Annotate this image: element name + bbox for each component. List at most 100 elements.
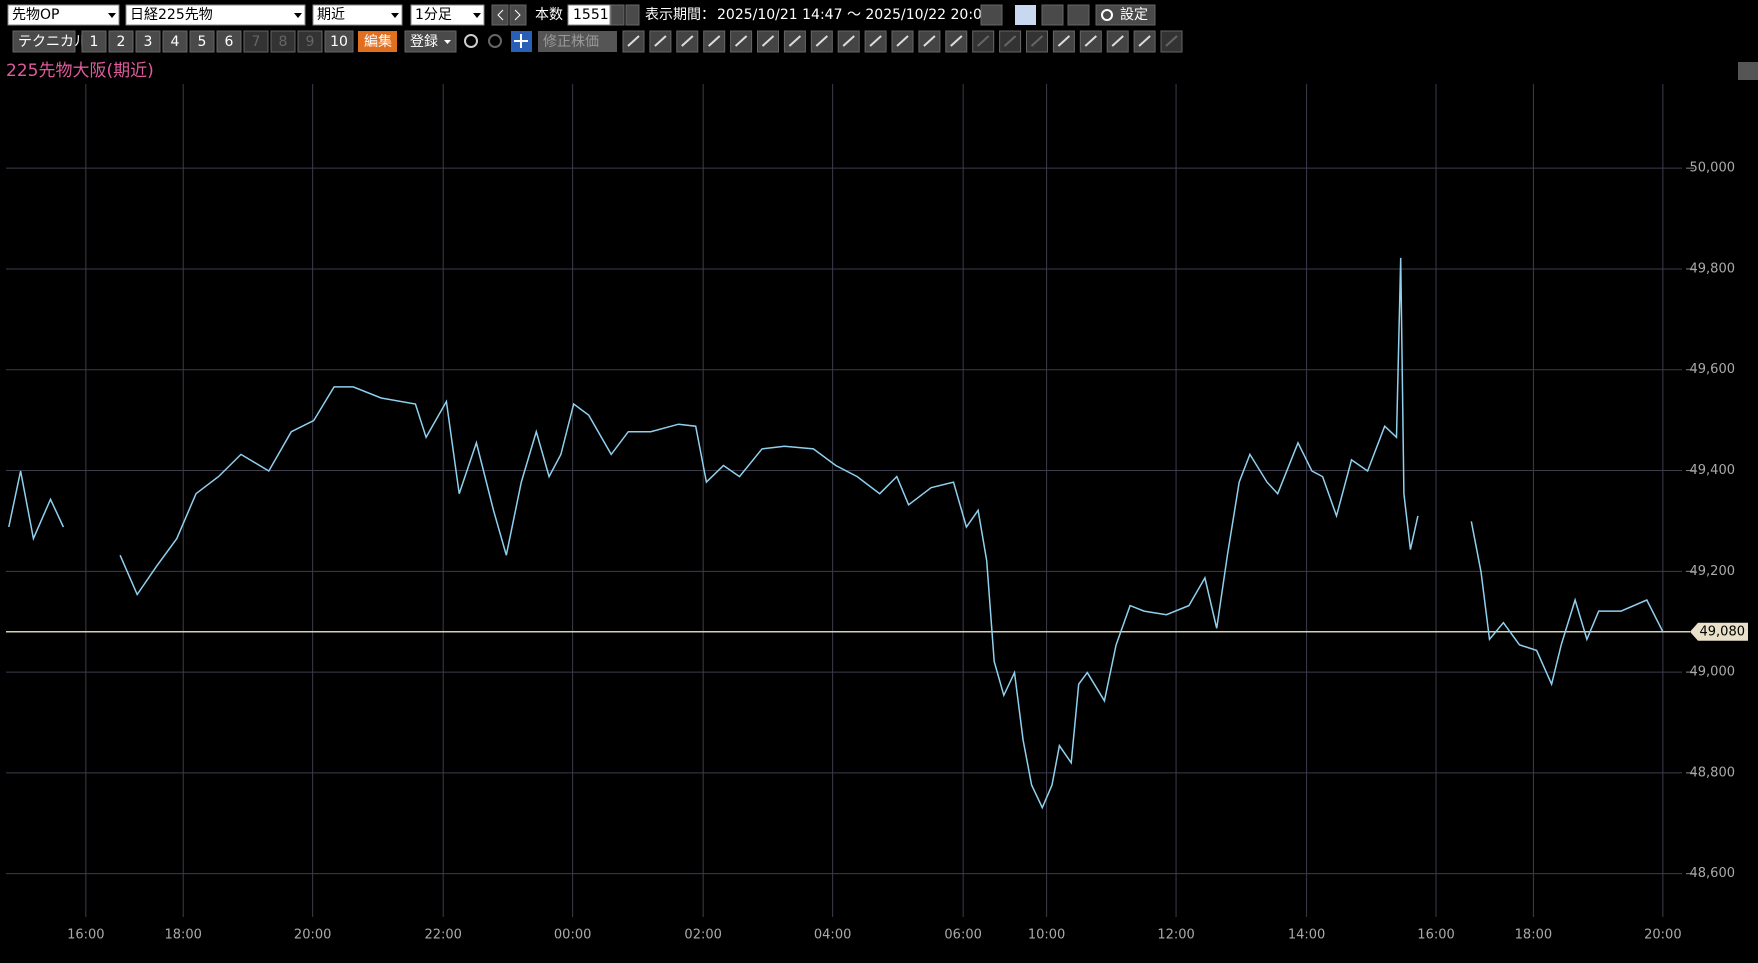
tool-icon [681, 35, 694, 47]
tool-icon [708, 35, 721, 47]
preset-button[interactable] [243, 30, 269, 53]
preset-text: 7 [252, 34, 261, 50]
export-button[interactable] [1067, 4, 1090, 26]
product-text: 日経225先物 [130, 7, 213, 23]
y-tick-label: 49,200 [1690, 564, 1736, 579]
preset-button[interactable] [297, 30, 323, 53]
period-text: 2025/10/21 14:47 ～ 2025/10/22 20:01 [717, 7, 991, 23]
tool-icon [896, 35, 909, 47]
prev-icon [497, 9, 504, 21]
bars-up[interactable] [625, 4, 640, 26]
contract-text: 期近 [317, 7, 345, 23]
tool-icon [1030, 35, 1044, 47]
market-text: 先物OP [12, 7, 59, 23]
x-tick-label: 10:00 [1028, 928, 1065, 943]
edit-text: 編集 [364, 33, 392, 50]
adjusted-text: 修正株価 [543, 34, 599, 50]
preset-text: 5 [198, 34, 207, 50]
dropdown-arrow [294, 13, 302, 18]
preset-button[interactable] [189, 30, 215, 53]
dropdown-arrow [473, 13, 481, 18]
preset-text: 1 [90, 34, 99, 50]
tool-icon [869, 35, 882, 47]
chart-title: 225先物大阪(期近) [6, 61, 154, 81]
bars-value: 1551 [573, 7, 609, 23]
preset-button[interactable] [162, 30, 188, 53]
settings-text: 設定 [1120, 7, 1148, 23]
dropdown-arrow [108, 13, 116, 18]
y-tick-label: 50,000 [1690, 161, 1736, 176]
x-tick-label: 16:00 [67, 928, 104, 943]
next-icon [514, 9, 521, 21]
bars-input[interactable] [567, 4, 611, 26]
price-label: 49,080 [1700, 624, 1746, 639]
tool-icon [923, 35, 936, 47]
preset-text: 4 [171, 34, 180, 50]
x-tick-label: 02:00 [684, 928, 721, 943]
register-text: 登録 [410, 34, 438, 50]
interval-select[interactable] [410, 4, 485, 26]
interval-text: 1分足 [415, 7, 452, 23]
x-tick-label: 12:00 [1157, 928, 1194, 943]
contract-select[interactable] [312, 4, 403, 26]
tool-icon [815, 35, 828, 47]
undo-button[interactable] [980, 4, 1003, 26]
price-line-series [1470, 521, 1664, 687]
y-tick-label: 49,000 [1690, 665, 1736, 680]
preset-button[interactable] [270, 30, 296, 53]
tool-icon [788, 35, 802, 47]
tool-icon [1111, 35, 1124, 47]
preset-button[interactable] [81, 30, 107, 53]
tool-icon [977, 35, 990, 47]
technical-text: テクニカル [18, 34, 88, 50]
prev-button[interactable] [491, 4, 509, 26]
next-button[interactable] [509, 4, 527, 26]
settings-button[interactable] [1095, 4, 1156, 26]
dropdown-arrow [391, 13, 399, 18]
zoom-out-icon[interactable] [488, 34, 502, 48]
tool-icon [627, 35, 640, 47]
zoom-in-icon[interactable] [464, 34, 478, 48]
x-tick-label: 14:00 [1288, 928, 1325, 943]
preset-text: 3 [144, 34, 153, 50]
y-tick-label: 49,400 [1690, 463, 1736, 478]
adjusted-select[interactable] [538, 31, 617, 52]
price-line-series [119, 257, 1419, 810]
y-tick-label: 49,600 [1690, 362, 1736, 377]
tool-icon [1165, 35, 1178, 47]
preset-button[interactable] [135, 30, 161, 53]
collapse-button[interactable] [1738, 62, 1758, 80]
x-tick-label: 04:00 [814, 928, 851, 943]
preset-button[interactable] [108, 30, 134, 53]
product-select[interactable] [125, 4, 306, 26]
register-button[interactable] [404, 30, 457, 53]
y-tick-label: 48,800 [1690, 765, 1736, 780]
tool-icon [761, 35, 775, 47]
auto-button[interactable] [1015, 5, 1036, 25]
x-tick-label: 20:00 [294, 928, 331, 943]
x-tick-label: 16:00 [1417, 928, 1454, 943]
preset-text: 8 [279, 34, 288, 50]
period-label: 表示期間： [645, 7, 715, 23]
technical-button[interactable] [12, 30, 76, 53]
preset-text: 9 [306, 34, 315, 50]
crosshair-icon [514, 34, 528, 48]
dropdown-arrow [444, 40, 451, 44]
x-tick-label: 18:00 [164, 928, 201, 943]
bars-down[interactable] [610, 4, 625, 26]
preset-text: 10 [330, 34, 348, 50]
market-select[interactable] [7, 4, 120, 26]
preset-button[interactable] [216, 30, 242, 53]
gear-icon [1101, 9, 1113, 21]
tool-icon [1084, 35, 1097, 47]
x-tick-label: 18:00 [1515, 928, 1552, 943]
edit-button[interactable] [358, 31, 397, 52]
tool-icon [1138, 35, 1151, 47]
preset-button[interactable] [324, 30, 354, 53]
x-tick-label: 20:00 [1644, 928, 1681, 943]
plot-area: 48,600 48,800 49,000 49,200 49,400 49,600 49,8… [6, 84, 1748, 943]
y-tick-label: 49,800 [1690, 261, 1736, 276]
print-button[interactable] [1041, 4, 1064, 26]
